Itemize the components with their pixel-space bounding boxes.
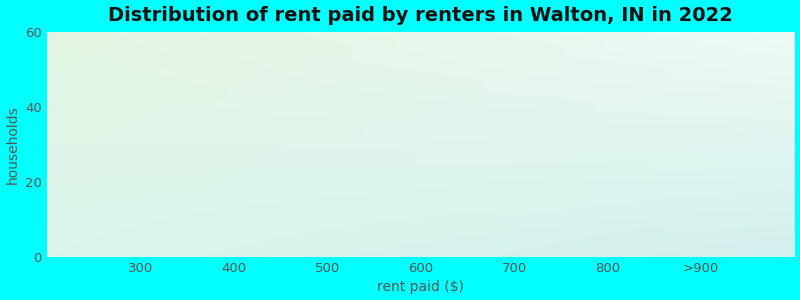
Bar xyxy=(327,88,421,257)
Bar xyxy=(701,246,794,257)
Bar xyxy=(421,201,514,257)
X-axis label: rent paid ($): rent paid ($) xyxy=(377,280,464,294)
Bar xyxy=(140,238,234,257)
Bar xyxy=(47,238,140,257)
Text: City-Data.com: City-Data.com xyxy=(615,61,699,74)
Y-axis label: households: households xyxy=(6,105,19,184)
Bar xyxy=(234,208,327,257)
Bar xyxy=(607,242,701,257)
Bar xyxy=(514,242,607,257)
Title: Distribution of rent paid by renters in Walton, IN in 2022: Distribution of rent paid by renters in … xyxy=(108,6,733,25)
